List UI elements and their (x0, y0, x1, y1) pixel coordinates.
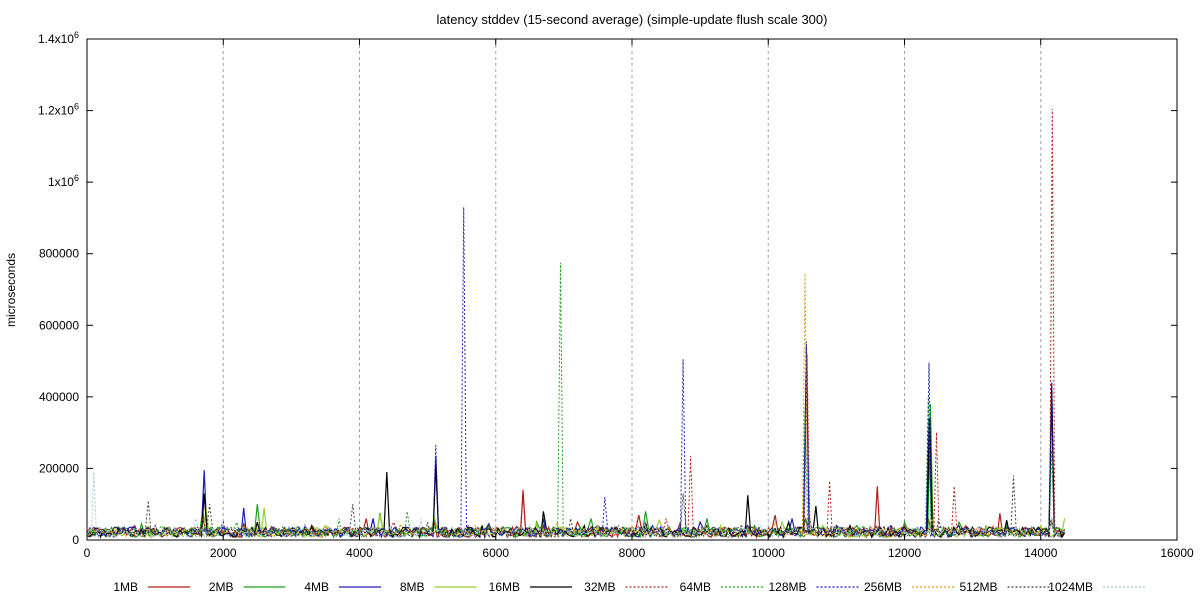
legend-label: 64MB (680, 580, 711, 594)
y-tick-label-base: 800000 (39, 247, 79, 261)
legend-label: 4MB (304, 580, 329, 594)
y-tick-label-exponent: 6 (74, 30, 79, 40)
y-tick-label-base: 0 (72, 533, 79, 547)
x-tick-label: 4000 (346, 546, 373, 560)
legend-label: 32MB (584, 580, 615, 594)
plot-series (86, 108, 1066, 540)
y-tick-label: 400000 (39, 390, 79, 404)
legend-label: 1MB (113, 580, 138, 594)
y-axis-label: microseconds (4, 253, 18, 327)
series-line-16mb (86, 389, 1066, 540)
x-tick-label: 14000 (1024, 546, 1058, 560)
x-tick-label: 16000 (1160, 546, 1194, 560)
legend: 1MB 2MB 4MB 8MB 16MB 32MB 64MB 128MB 256MB 512MB 1… (113, 580, 1145, 594)
legend-label: 1024MB (1048, 580, 1093, 594)
plot-frame (86, 38, 1178, 541)
legend-label: 16MB (489, 580, 520, 594)
y-tick-label: 0 (72, 533, 79, 547)
y-tick-label-base: 200000 (39, 461, 79, 475)
x-tick-label: 0 (84, 546, 91, 560)
x-tick-label: 10000 (752, 546, 786, 560)
y-tick-label: 1.4x106 (38, 30, 79, 46)
legend-label: 256MB (864, 580, 902, 594)
y-tick-label-exponent: 6 (74, 173, 79, 183)
legend-label: 128MB (768, 580, 806, 594)
y-tick-label-base: 600000 (39, 318, 79, 332)
series-line-64mb (86, 262, 1065, 539)
y-tick-label-base: 1.2x10 (38, 104, 74, 118)
series-line-2mb (86, 403, 1065, 539)
series-line-4mb (86, 346, 1066, 539)
y-tick-label: 800000 (39, 247, 79, 261)
series-line-32mb (86, 108, 1066, 539)
y-tick-label-base: 1x10 (48, 175, 74, 189)
y-tick-label: 200000 (39, 461, 79, 475)
legend-label: 2MB (209, 580, 234, 594)
y-tick-label: 600000 (39, 318, 79, 332)
x-tick-label: 12000 (888, 546, 922, 560)
y-tick-label: 1x106 (48, 173, 79, 189)
y-tick-label-exponent: 6 (74, 102, 79, 112)
chart-title: latency stddev (15-second average) (simp… (437, 12, 828, 27)
grid-lines (222, 39, 1042, 540)
axis-ticks: 0 2000 4000 6000 8000 10000 12000 14000 16000 0 20… (38, 30, 1194, 560)
x-tick-label: 2000 (210, 546, 237, 560)
legend-label: 8MB (400, 580, 425, 594)
y-tick-label-base: 1.4x10 (38, 32, 74, 46)
series-line-128mb (86, 207, 1066, 539)
legend-label: 512MB (959, 580, 997, 594)
series-line-256mb (86, 273, 1065, 539)
y-tick-label-base: 400000 (39, 390, 79, 404)
y-tick-label: 1.2x106 (38, 102, 79, 118)
x-tick-label: 8000 (619, 546, 646, 560)
x-tick-label: 6000 (482, 546, 509, 560)
series-line-512mb (86, 475, 1065, 539)
